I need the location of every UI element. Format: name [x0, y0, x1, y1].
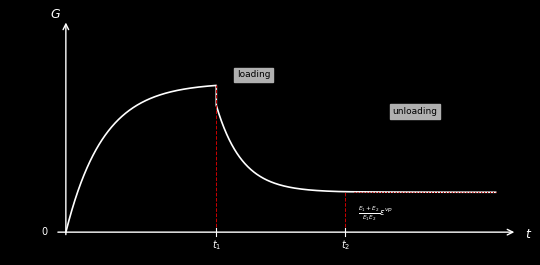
Text: $t_2$: $t_2$: [341, 238, 350, 252]
Text: t: t: [525, 228, 530, 241]
Text: 0: 0: [41, 227, 48, 237]
Text: $t_1$: $t_1$: [212, 238, 221, 252]
Text: loading: loading: [237, 70, 271, 79]
Text: G: G: [50, 8, 60, 21]
Text: unloading: unloading: [393, 107, 437, 116]
Text: $\frac{E_1+E_2}{E_1 E_2}\varepsilon^{vp}$: $\frac{E_1+E_2}{E_1 E_2}\varepsilon^{vp}…: [358, 204, 393, 223]
